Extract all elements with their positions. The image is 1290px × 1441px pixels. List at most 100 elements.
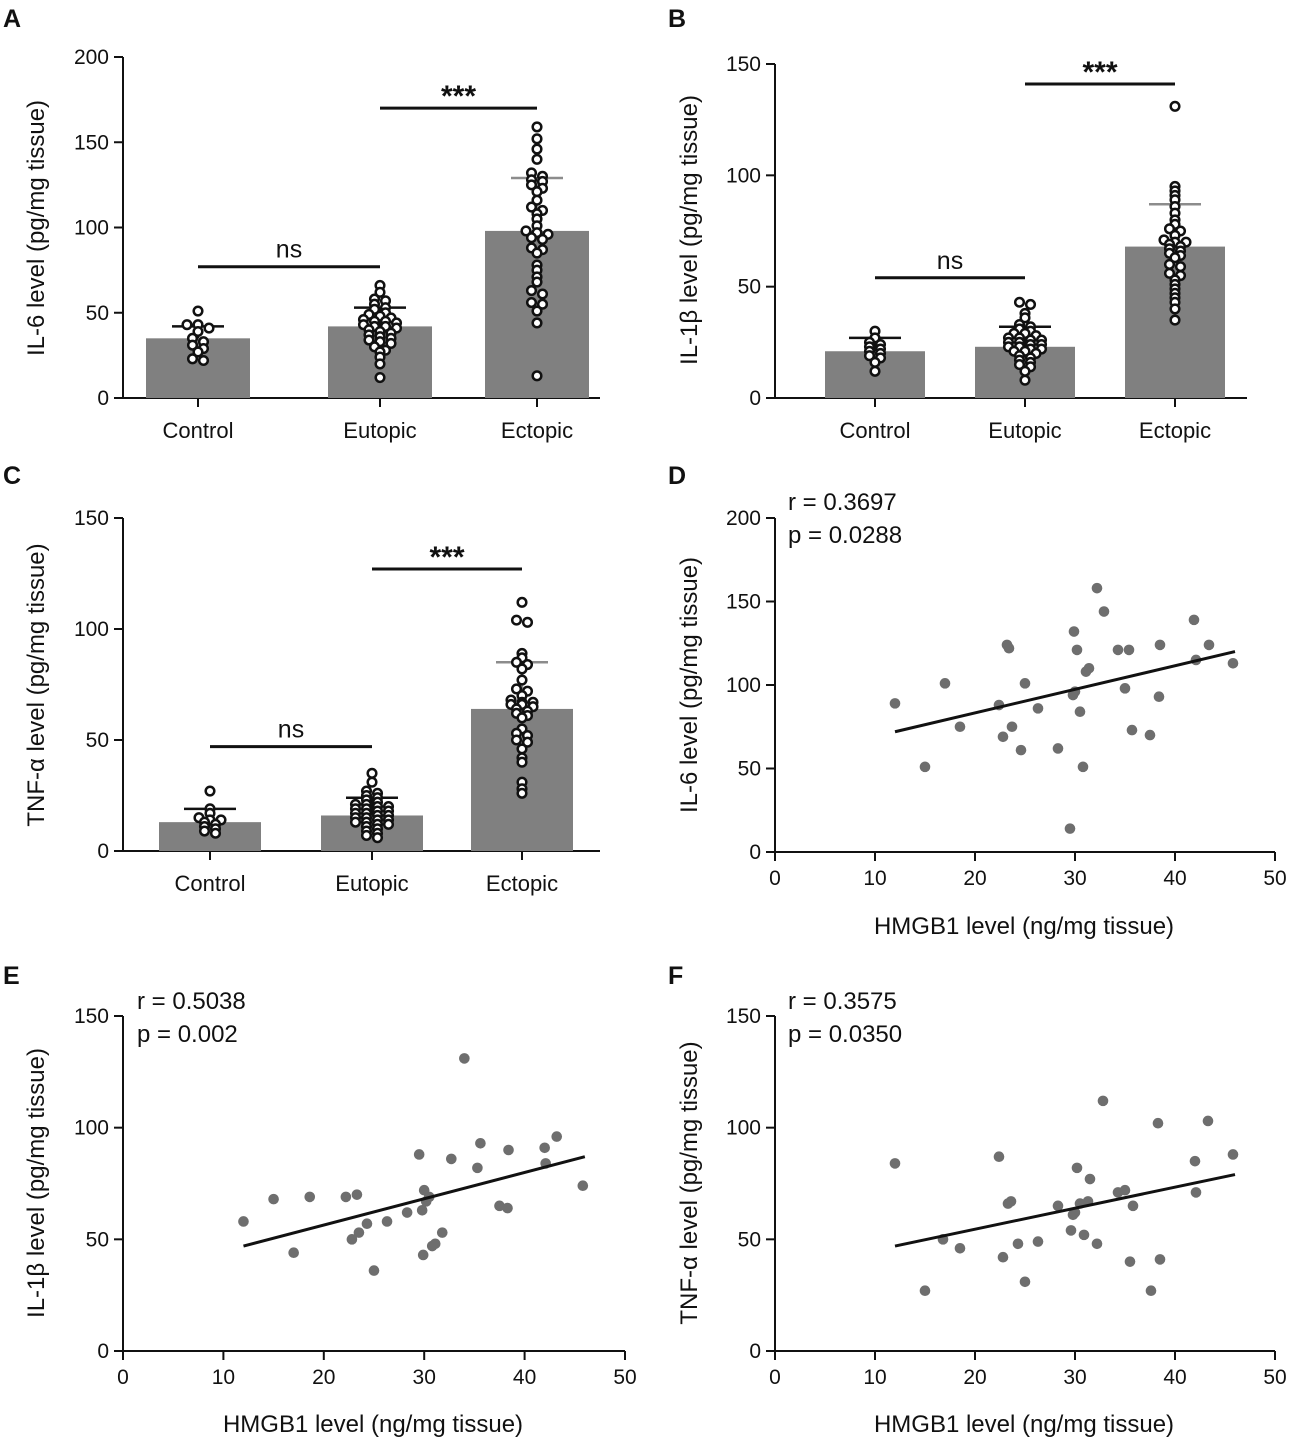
data-point (531, 370, 543, 382)
scatter-point (954, 1242, 966, 1254)
x-tick-label: 50 (613, 1366, 636, 1389)
category-label: Ectopic (486, 871, 558, 896)
panel-label-d: D (668, 462, 686, 490)
y-tick-label: 150 (74, 507, 109, 530)
data-point (374, 286, 386, 298)
y-tick-label: 150 (726, 1005, 761, 1028)
scatter-point (417, 1249, 429, 1261)
x-tick-label: 50 (1263, 867, 1286, 890)
scatter-point (472, 1162, 483, 1174)
scatter-point (1188, 614, 1200, 626)
y-tick-label: 100 (74, 217, 109, 240)
scatter-point (381, 1216, 393, 1227)
regression-line (894, 650, 1236, 734)
y-tick-label: 0 (97, 387, 109, 410)
x-tick-label: 40 (513, 1366, 536, 1389)
x-axis-label: HMGB1 level (ng/mg tissue) (874, 1411, 1174, 1438)
scatter-point (475, 1138, 486, 1149)
data-point (198, 825, 211, 837)
panel-e: E IL-1β level (pg/mg tissue) HMGB1 level… (3, 962, 637, 1438)
data-point (536, 298, 549, 310)
y-axis-label: IL-6 level (pg/mg tissue) (23, 100, 50, 356)
data-point (531, 305, 543, 317)
significance-label: *** (441, 80, 476, 113)
y-tick-label: 0 (749, 387, 761, 410)
x-tick-label: 20 (963, 867, 986, 890)
x-tick-label: 0 (769, 867, 781, 890)
data-point (510, 656, 523, 668)
scatter-point (446, 1153, 457, 1165)
x-tick-label: 40 (1163, 1366, 1186, 1389)
data-point (516, 596, 528, 608)
x-tick-label: 0 (117, 1366, 129, 1389)
data-point (531, 133, 543, 145)
scatter-point (413, 1149, 425, 1160)
scatter-point (889, 698, 901, 709)
p-value: p = 0.0288 (788, 522, 902, 549)
x-axis-label: HMGB1 level (ng/mg tissue) (223, 1411, 523, 1438)
panel-label-c: C (3, 462, 21, 490)
data-point (363, 334, 375, 346)
data-point (525, 232, 538, 244)
scatter-point (1084, 1173, 1096, 1185)
category-label: Ectopic (501, 418, 573, 443)
data-point (209, 827, 222, 839)
data-point (510, 614, 523, 626)
scatter-point (1145, 1285, 1157, 1296)
data-point (531, 153, 543, 165)
data-point (1024, 298, 1037, 311)
data-point (531, 194, 543, 206)
data-point (186, 339, 199, 351)
data-point (1013, 296, 1026, 308)
y-tick-label: 100 (726, 674, 761, 697)
scatter-point (1203, 639, 1215, 651)
scatter-point (238, 1216, 249, 1227)
significance-label: ns (278, 716, 304, 744)
category-label: Control (163, 418, 234, 443)
data-point (360, 829, 373, 842)
x-tick-label: 30 (1063, 867, 1086, 890)
scatter-point (1112, 644, 1124, 656)
scatter-point (1154, 1254, 1166, 1265)
y-axis-label: IL-1β level (pg/mg tissue) (676, 95, 703, 365)
data-point (516, 712, 528, 724)
scatter-point (954, 721, 966, 733)
data-point (1013, 359, 1026, 371)
significance-label: *** (429, 541, 464, 574)
data-point (385, 337, 397, 349)
y-tick-label: 0 (749, 841, 761, 864)
scatter-point (919, 1285, 931, 1296)
scatter-point (1012, 1238, 1024, 1250)
scatter-point (1153, 691, 1165, 702)
data-point (525, 201, 538, 213)
scatter-point (1019, 1276, 1031, 1288)
data-point (1169, 100, 1181, 112)
scatter-point (1003, 642, 1015, 654)
r-value: r = 0.3575 (788, 988, 897, 1015)
scatter-point (1071, 644, 1083, 656)
scatter-point (1019, 678, 1031, 689)
data-point (525, 179, 538, 191)
scatter-point (1065, 1225, 1077, 1236)
scatter-point (1077, 761, 1089, 773)
scatter-point (1052, 1200, 1064, 1212)
data-point (1019, 374, 1031, 386)
y-axis-label: IL-1β level (pg/mg tissue) (23, 1048, 50, 1318)
scatter-point (1032, 1236, 1044, 1247)
data-point (371, 832, 384, 844)
data-point (521, 616, 534, 628)
scatter-point (1032, 703, 1044, 714)
regression-line (243, 1155, 586, 1248)
scatter-point (1119, 683, 1131, 694)
category-label: Ectopic (1139, 418, 1211, 443)
scatter-point (1123, 644, 1135, 656)
data-point (349, 816, 362, 828)
r-value: r = 0.3697 (788, 489, 897, 516)
scatter-point (459, 1053, 470, 1064)
y-tick-label: 150 (74, 1005, 109, 1028)
panel-label-f: F (668, 962, 683, 990)
scatter-point (939, 678, 951, 689)
data-point (1019, 312, 1031, 324)
data-point (1163, 267, 1176, 279)
